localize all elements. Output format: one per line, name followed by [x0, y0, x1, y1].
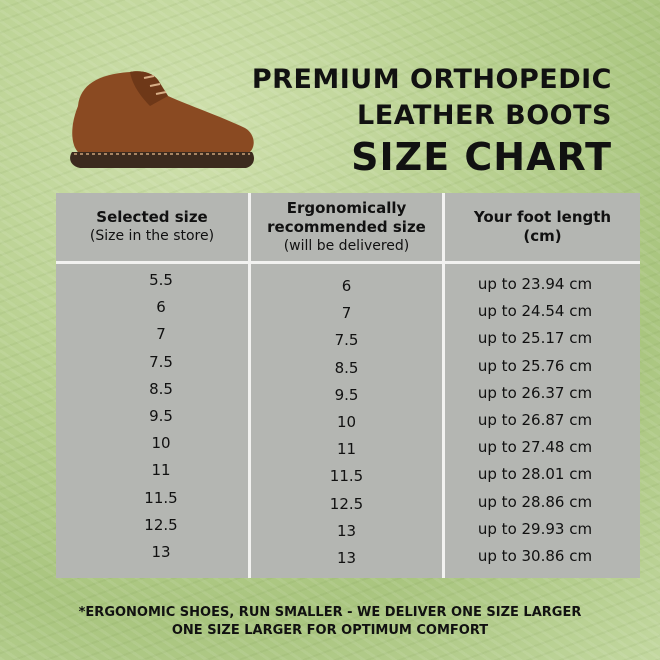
table-cell-recommended: 6	[341, 277, 352, 295]
table-cell-recommended: 7.5	[334, 331, 359, 350]
table-cell-selected: 5.5	[149, 271, 173, 289]
table-cell-recommended: 13	[336, 548, 357, 567]
table-cell-selected: 11	[151, 461, 171, 480]
table-cell-recommended: 10	[336, 412, 357, 431]
column-divider	[248, 193, 251, 578]
table-cell-recommended: 11	[336, 440, 357, 459]
column-recommended-size: 6 7 7.5 8.5 9.5 10 11 11.5 12.5 13 13	[251, 275, 442, 574]
table-cell-foot-length: up to 28.01 cm	[477, 465, 593, 484]
column-divider	[442, 193, 445, 578]
header-selected-size: Selected size (Size in the store)	[89, 208, 215, 244]
table-cell-foot-length: up to 24.54 cm	[477, 302, 593, 321]
table-cell-foot-length: up to 29.93 cm	[477, 519, 593, 538]
table-cell-selected: 12.5	[144, 515, 178, 534]
column-foot-length: up to 23.94 cm up to 24.54 cm up to 25.17 …	[445, 273, 625, 572]
table-cell-foot-length: up to 28.86 cm	[477, 492, 593, 511]
table-cell-foot-length: up to 25.17 cm	[477, 329, 593, 348]
table-cell-selected: 6	[156, 298, 166, 317]
table-cell-selected: 7.5	[149, 352, 173, 371]
header-divider	[56, 261, 640, 264]
header-foot-length: Your foot length (cm)	[473, 208, 612, 245]
table-cell-foot-length: up to 30.86 cm	[477, 546, 593, 565]
title-line-2: LEATHER BOOTS	[357, 100, 612, 131]
table-cell-recommended: 11.5	[329, 467, 364, 486]
table-cell-foot-length: up to 26.37 cm	[477, 383, 593, 402]
table-cell-recommended: 9.5	[334, 385, 359, 404]
table-cell-selected: 13	[151, 542, 171, 561]
table-cell-selected: 10	[151, 434, 171, 453]
title-size-chart: SIZE CHART	[351, 135, 612, 179]
table-cell-foot-length: up to 27.48 cm	[477, 438, 593, 457]
table-cell-selected: 9.5	[149, 406, 173, 425]
table-cell-recommended: 7	[341, 304, 352, 323]
size-chart-table: Selected size (Size in the store) Ergono…	[56, 193, 640, 578]
table-cell-foot-length: up to 26.87 cm	[477, 410, 593, 429]
table-cell-foot-length: up to 25.76 cm	[477, 356, 593, 375]
table-cell-foot-length: up to 23.94 cm	[477, 275, 593, 293]
table-cell-recommended: 13	[336, 521, 357, 540]
header-recommended-size: Ergonomically recommended size (will be …	[267, 198, 426, 254]
table-cell-recommended: 12.5	[329, 494, 364, 513]
table-cell-selected: 11.5	[144, 488, 178, 507]
footnote: *ERGONOMIC SHOES, RUN SMALLER - WE DELIV…	[78, 605, 582, 638]
title-line-1: PREMIUM ORTHOPEDIC	[251, 64, 612, 95]
boot-image	[70, 71, 254, 168]
table-cell-recommended: 8.5	[334, 358, 359, 377]
table-cell-selected: 7	[156, 325, 166, 344]
table-cell-selected: 8.5	[149, 379, 173, 398]
column-selected-size: 5.5 6 7 7.5 8.5 9.5 10 11 11.5 12.5 13	[56, 269, 266, 568]
